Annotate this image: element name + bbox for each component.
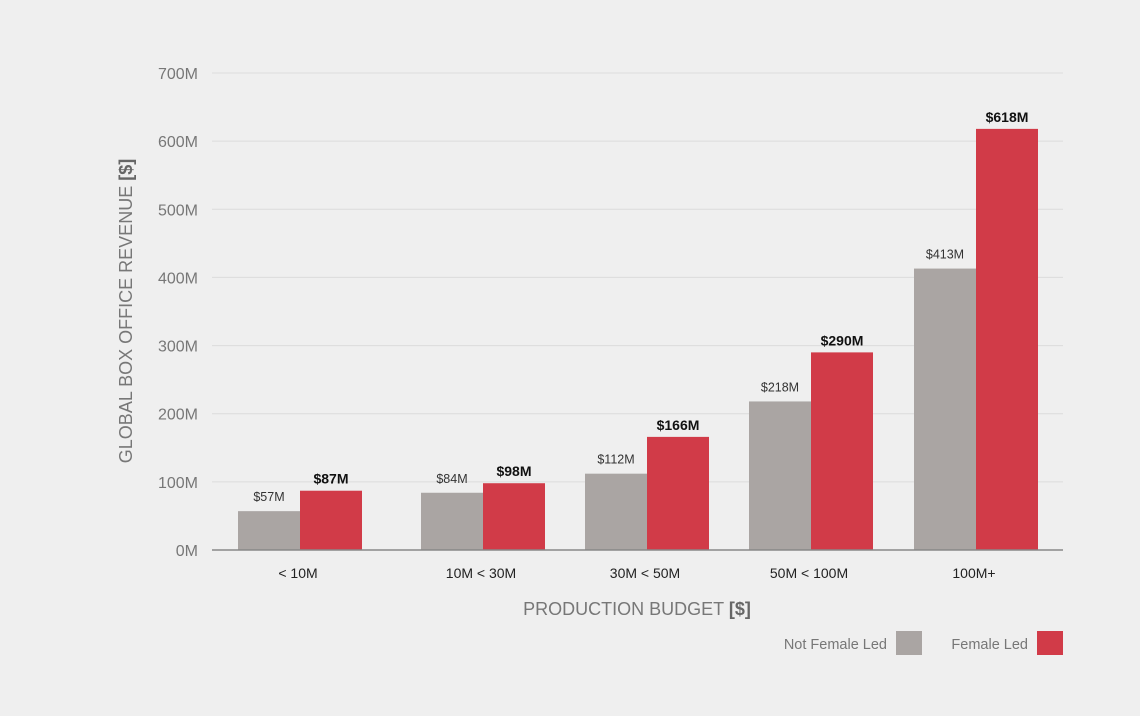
y-tick-label: 300M (158, 339, 198, 356)
x-axis-title-text: PRODUCTION BUDGET (523, 599, 729, 619)
data-label: $112M (597, 453, 634, 467)
legend-swatch (1037, 631, 1063, 655)
bar-not-female-led (238, 511, 300, 550)
data-label: $618M (986, 109, 1029, 125)
y-tick-label: 200M (158, 407, 198, 424)
x-tick-label: 50M < 100M (770, 565, 848, 581)
x-tick-label: 10M < 30M (446, 565, 516, 581)
y-axis-title-text: GLOBAL BOX OFFICE REVENUE (116, 181, 136, 463)
bar-female-led (647, 436, 709, 550)
legend-label: Female Led (951, 637, 1028, 653)
bar-not-female-led (421, 492, 483, 550)
y-tick-label: 500M (158, 202, 198, 219)
data-label: $413M (926, 248, 964, 262)
data-label: $218M (761, 380, 799, 394)
legend-label: Not Female Led (784, 637, 887, 653)
x-tick-label: 100M+ (952, 565, 995, 581)
x-axis-title: PRODUCTION BUDGET [$] (523, 599, 751, 619)
y-tick-label: 600M (158, 134, 198, 151)
y-tick-label: 0M (176, 543, 198, 560)
bar-female-led (976, 128, 1038, 550)
y-tick-label: 700M (158, 66, 198, 83)
x-tick-label: < 10M (278, 565, 317, 581)
x-tick-label: 30M < 50M (610, 565, 680, 581)
y-tick-label: 100M (158, 475, 198, 492)
bar-female-led (483, 483, 545, 550)
data-label: $84M (436, 472, 467, 486)
bar-not-female-led (585, 473, 647, 550)
bar-female-led (811, 352, 873, 550)
data-label: $98M (496, 463, 531, 479)
x-axis-unit: [$] (729, 599, 751, 619)
data-label: $166M (657, 417, 700, 433)
bar-not-female-led (914, 268, 976, 550)
data-label: $57M (253, 490, 284, 504)
y-axis-title: GLOBAL BOX OFFICE REVENUE [$] (116, 159, 136, 463)
data-label: $87M (313, 471, 348, 487)
y-tick-label: 400M (158, 270, 198, 287)
y-axis-unit: [$] (116, 159, 136, 181)
data-label: $290M (821, 332, 864, 348)
bar-female-led (300, 490, 362, 550)
bar-not-female-led (749, 401, 811, 550)
legend-swatch (896, 631, 922, 655)
